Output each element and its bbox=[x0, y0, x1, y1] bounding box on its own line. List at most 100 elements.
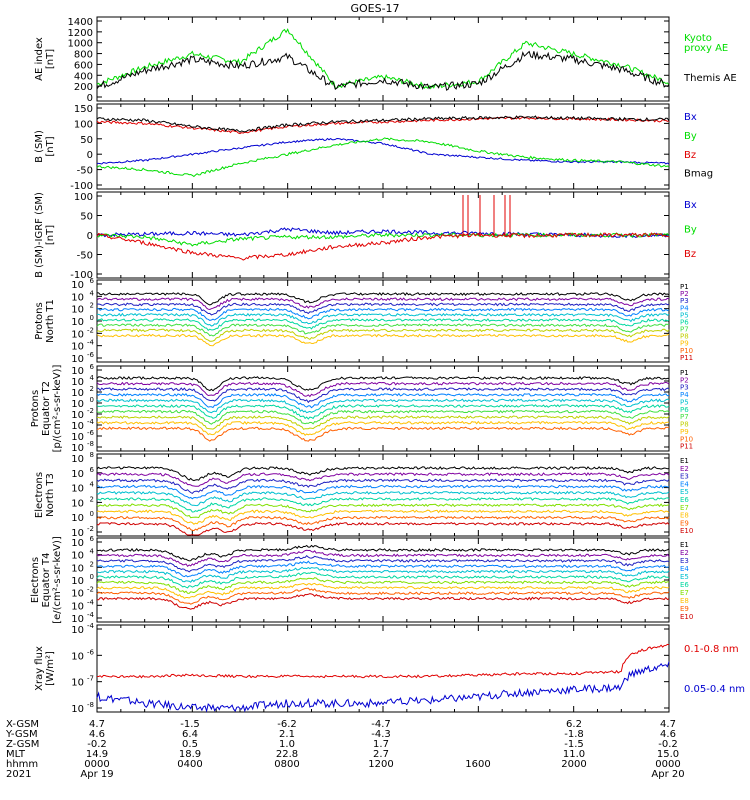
y-tick-exponent: 4 bbox=[90, 481, 95, 489]
y-tick-label: 10 bbox=[71, 377, 84, 388]
channel-trace bbox=[96, 292, 670, 306]
footer-value: 6.4 bbox=[182, 729, 198, 740]
footer-value: Apr 20 bbox=[651, 769, 684, 780]
footer-row-label: MLT bbox=[6, 749, 26, 760]
footer-value: -0.2 bbox=[658, 739, 678, 750]
channel-trace bbox=[96, 478, 670, 495]
channel-label: P3 bbox=[680, 297, 689, 305]
y-tick-exponent: -2 bbox=[87, 407, 94, 415]
channel-label: P7 bbox=[680, 413, 689, 421]
y-tick-exponent: 2 bbox=[90, 302, 94, 310]
y-tick-label: 10 bbox=[71, 366, 84, 377]
channel-label: P11 bbox=[680, 443, 693, 451]
y-tick-label: 0 bbox=[87, 150, 93, 161]
y-tick-exponent: -4 bbox=[87, 418, 95, 426]
channel-label: P1 bbox=[680, 283, 689, 291]
channel-label: E4 bbox=[680, 565, 689, 573]
y-tick-label: 10 bbox=[71, 528, 84, 539]
channel-trace bbox=[96, 333, 670, 347]
channel-label: P8 bbox=[680, 421, 689, 429]
channel-trace bbox=[96, 544, 670, 562]
series-line-igrf-by bbox=[96, 231, 670, 247]
channel-label: P11 bbox=[680, 354, 693, 362]
y-tick-label: 10 bbox=[71, 280, 84, 291]
footer-value: 15.0 bbox=[657, 749, 679, 760]
channel-trace bbox=[96, 587, 670, 605]
y-tick-label: 10 bbox=[71, 432, 84, 443]
channel-trace bbox=[96, 415, 670, 430]
y-tick-label: 10 bbox=[71, 388, 84, 399]
legend-entry: By bbox=[684, 225, 697, 236]
channel-trace bbox=[96, 497, 670, 513]
y-tick-label: 0 bbox=[87, 93, 93, 104]
channel-trace bbox=[96, 426, 670, 442]
y-tick-exponent: 6 bbox=[90, 535, 95, 543]
channel-trace bbox=[96, 318, 670, 331]
series-line-bx bbox=[97, 137, 670, 165]
y-axis-label: [nT] bbox=[45, 136, 56, 156]
legend-entry: Bz bbox=[684, 150, 696, 161]
legend-entry: Bmag bbox=[684, 169, 713, 180]
channel-trace bbox=[96, 387, 670, 404]
y-tick-label: 100 bbox=[74, 119, 93, 130]
channel-label: E3 bbox=[680, 473, 689, 481]
channel-trace bbox=[96, 381, 670, 398]
channel-label: E2 bbox=[680, 549, 689, 557]
y-tick-label: 10 bbox=[71, 563, 84, 574]
channel-label: E6 bbox=[680, 496, 689, 504]
y-tick-label: 10 bbox=[71, 354, 84, 365]
y-tick-exponent: -4 bbox=[87, 339, 95, 347]
y-axis-label: [nT] bbox=[45, 49, 56, 69]
y-tick-exponent: 4 bbox=[90, 289, 95, 297]
y-tick-exponent: 4 bbox=[90, 548, 95, 556]
y-axis-label: Electrons bbox=[34, 472, 45, 518]
channel-label: E5 bbox=[680, 573, 689, 581]
y-tick-exponent: 0 bbox=[90, 314, 94, 322]
channel-label: P4 bbox=[680, 304, 689, 312]
y-axis-label: Electrons bbox=[30, 557, 41, 603]
channel-label: P8 bbox=[680, 333, 689, 341]
y-tick-exponent: -6 bbox=[87, 648, 95, 656]
channel-label: E7 bbox=[680, 504, 689, 512]
y-tick-label: 1000 bbox=[68, 39, 93, 50]
y-tick-exponent: 2 bbox=[90, 495, 94, 503]
series-line-xray bbox=[97, 643, 670, 679]
channel-trace bbox=[97, 312, 670, 327]
y-tick-label: 10 bbox=[71, 292, 84, 303]
legend-entry: proxy AE bbox=[684, 43, 728, 54]
footer-value: 4.6 bbox=[89, 729, 105, 740]
channel-label: P6 bbox=[680, 406, 689, 414]
channel-trace bbox=[96, 297, 670, 311]
channel-trace bbox=[96, 420, 669, 437]
y-tick-label: 10 bbox=[71, 443, 84, 454]
y-tick-label: 150 bbox=[74, 104, 93, 115]
y-tick-exponent: 0 bbox=[90, 573, 94, 581]
footer-value: 0000 bbox=[84, 759, 109, 770]
footer-row-label: 2021 bbox=[6, 769, 31, 780]
footer-row-label: Z-GSM bbox=[6, 739, 39, 750]
y-axis-label: Xray flux bbox=[34, 646, 45, 691]
y-tick-exponent: -4 bbox=[87, 611, 95, 619]
y-tick-label: 10 bbox=[71, 342, 84, 353]
channel-label: E6 bbox=[680, 581, 689, 589]
y-axis-label: [p/(cm²-s-sr-keV)] bbox=[52, 365, 63, 453]
channel-trace bbox=[96, 484, 670, 500]
y-tick-exponent: 0 bbox=[90, 510, 94, 518]
footer-value: 6.2 bbox=[566, 719, 582, 730]
panel-frame-bsm bbox=[96, 103, 670, 190]
footer-value: 0800 bbox=[274, 759, 299, 770]
footer-value: 1600 bbox=[465, 759, 490, 770]
y-tick-exponent: 0 bbox=[90, 396, 94, 404]
channel-label: E9 bbox=[680, 519, 689, 527]
y-tick-label: 10 bbox=[71, 317, 84, 328]
channel-label: P2 bbox=[680, 376, 689, 384]
channel-trace bbox=[96, 404, 670, 420]
channel-trace bbox=[96, 554, 670, 573]
footer-value: Apr 19 bbox=[80, 769, 113, 780]
footer-value: 0000 bbox=[655, 759, 680, 770]
y-tick-exponent: 8 bbox=[90, 451, 94, 459]
y-tick-label: 10 bbox=[71, 601, 84, 612]
channel-label: P3 bbox=[680, 384, 689, 392]
y-tick-label: 10 bbox=[71, 469, 84, 480]
